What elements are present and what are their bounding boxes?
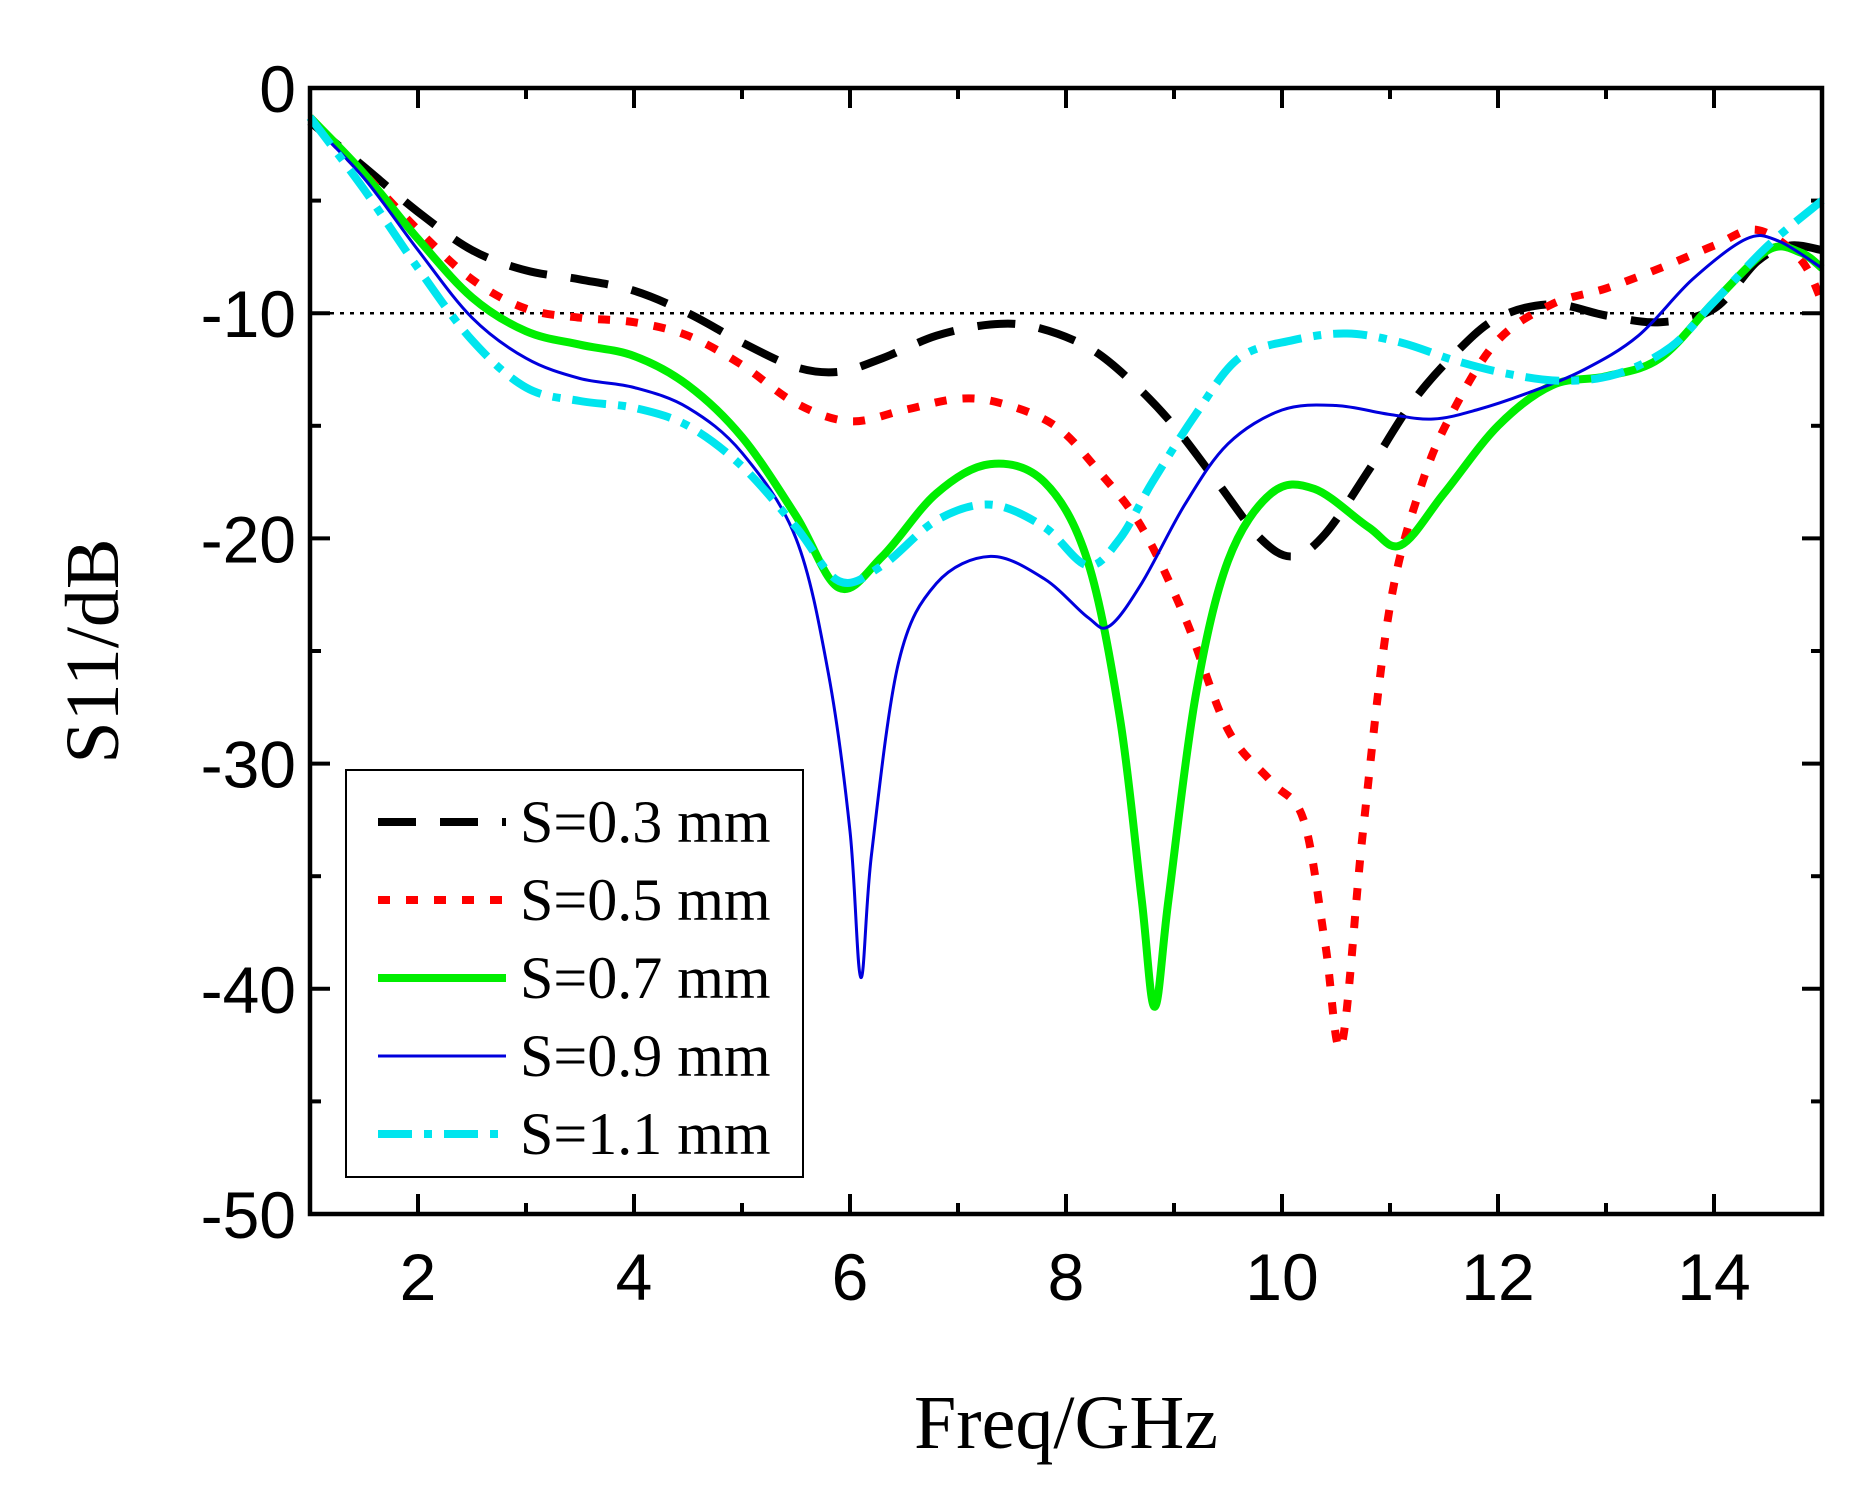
legend-label-4: S=0.9 mm	[520, 1023, 771, 1089]
y-tick-label: -50	[201, 1178, 296, 1252]
legend: S=0.3 mm S=0.5 mm S=0.7 mm S=0.9 mm S=1.1 mm	[345, 769, 804, 1178]
series-line-2	[307, 114, 1826, 1052]
y-tick-label: 0	[259, 52, 296, 126]
x-tick-label: 12	[1461, 1240, 1534, 1314]
y-axis-title: S11/dB	[51, 538, 135, 763]
x-tick-label: 2	[400, 1240, 437, 1314]
series-line-4	[308, 120, 1823, 980]
x-tick-label: 14	[1677, 1240, 1750, 1314]
series-line-5	[306, 114, 1825, 587]
x-axis-title: Freq/GHz	[914, 1381, 1218, 1465]
series-layer	[306, 114, 1826, 1052]
legend-box	[345, 769, 804, 1178]
legend-label-5: S=1.1 mm	[520, 1101, 771, 1167]
legend-label-3: S=0.7 mm	[520, 945, 771, 1011]
x-tick-label: 6	[832, 1240, 869, 1314]
tick-label-layer: 2 4 6 8 10 12 14 0 -10 -20 -30 -40 -50	[201, 52, 1751, 1314]
x-tick-label: 8	[1048, 1240, 1085, 1314]
x-tick-label: 4	[616, 1240, 653, 1314]
plot-frame	[307, 85, 1825, 1217]
y-tick-label: -10	[201, 277, 296, 351]
y-tick-label: -40	[201, 953, 296, 1027]
legend-label-2: S=0.5 mm	[520, 867, 771, 933]
x-tick-label: 10	[1245, 1240, 1318, 1314]
y-tick-label: -20	[201, 502, 296, 576]
y-tick-label: -30	[201, 728, 296, 802]
series-line-3	[307, 114, 1825, 1011]
series-line-1	[307, 118, 1823, 561]
legend-label-1: S=0.3 mm	[520, 789, 771, 855]
